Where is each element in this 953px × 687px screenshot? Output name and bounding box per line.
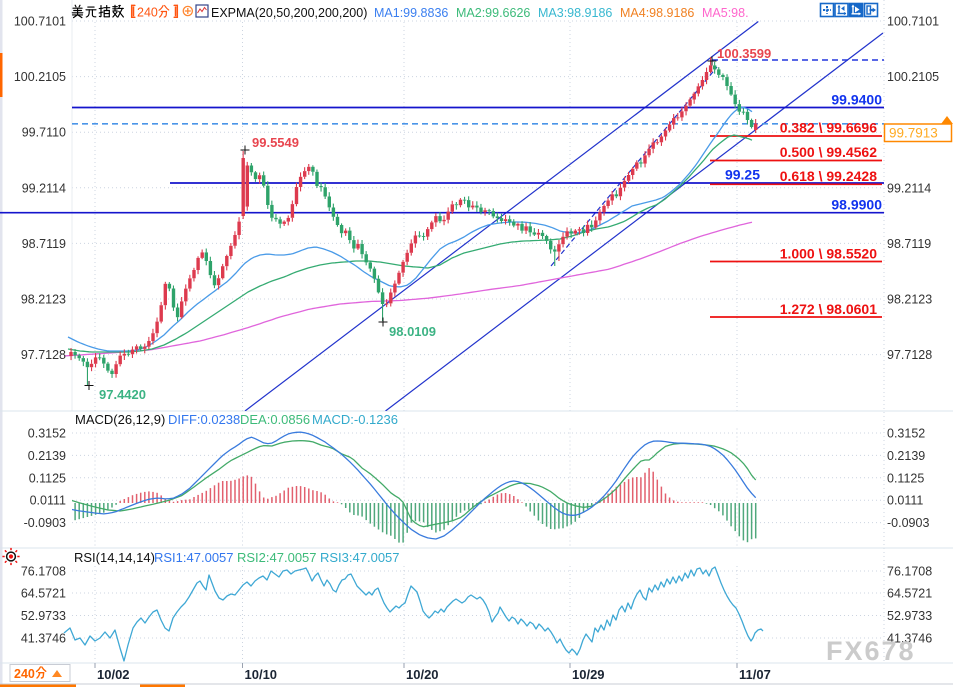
svg-text:EXPMA(20,50,200,200,200): EXPMA(20,50,200,200,200) (211, 6, 367, 20)
svg-text:10/29: 10/29 (572, 667, 605, 682)
svg-text:240: 240 (137, 6, 158, 20)
svg-text:10/10: 10/10 (245, 667, 278, 682)
svg-text:MACD(26,12,9): MACD(26,12,9) (75, 412, 165, 427)
svg-text:11/07: 11/07 (739, 667, 771, 682)
svg-text:RSI(14,14,14): RSI(14,14,14) (74, 550, 155, 565)
svg-text:0.3152: 0.3152 (887, 427, 925, 441)
svg-text:99.2114: 99.2114 (22, 181, 66, 195)
svg-text:1.000 \ 98.5520: 1.000 \ 98.5520 (780, 246, 878, 262)
svg-text:98.0109: 98.0109 (389, 324, 436, 339)
svg-text:41.3746: 41.3746 (21, 632, 66, 646)
svg-text:99.7913: 99.7913 (889, 126, 938, 141)
svg-text:-0.0903: -0.0903 (887, 516, 929, 530)
svg-text:97.7128: 97.7128 (887, 348, 932, 362)
svg-text:0.2139: 0.2139 (28, 449, 66, 463)
svg-text:FX678: FX678 (826, 636, 916, 666)
svg-text:52.9733: 52.9733 (887, 609, 932, 623)
svg-text:0.1125: 0.1125 (29, 471, 66, 485)
svg-text:100.7101: 100.7101 (887, 15, 939, 29)
svg-text:99.25: 99.25 (725, 167, 760, 183)
svg-text:99.7110: 99.7110 (22, 126, 66, 140)
svg-text:99.9400: 99.9400 (831, 92, 882, 108)
svg-text:240: 240 (14, 667, 35, 681)
svg-text:RSI2:47.0057: RSI2:47.0057 (237, 550, 317, 565)
svg-text:0.382 \ 99.6696: 0.382 \ 99.6696 (780, 120, 878, 136)
svg-text:100.2105: 100.2105 (887, 70, 939, 84)
svg-text:1.272 \ 98.0601: 1.272 \ 98.0601 (780, 301, 878, 317)
svg-text:52.9733: 52.9733 (21, 609, 66, 623)
svg-text:0.1125: 0.1125 (887, 471, 924, 485)
svg-text:0.618 \ 99.2428: 0.618 \ 99.2428 (780, 168, 878, 184)
svg-text:100.2105: 100.2105 (14, 70, 66, 84)
svg-text:97.7128: 97.7128 (21, 348, 66, 362)
svg-text:0.500 \ 99.4562: 0.500 \ 99.4562 (780, 144, 878, 160)
svg-text:DEA:0.0856: DEA:0.0856 (240, 412, 310, 427)
svg-text:0.3152: 0.3152 (28, 427, 66, 441)
svg-text:76.1708: 76.1708 (887, 565, 932, 579)
svg-text:MA2:99.6626: MA2:99.6626 (456, 6, 530, 20)
svg-text:MA3:98.9186: MA3:98.9186 (538, 6, 612, 20)
svg-text:98.7119: 98.7119 (887, 237, 931, 251)
svg-text:0.0111: 0.0111 (30, 494, 66, 508)
svg-text:99.5549: 99.5549 (252, 135, 299, 150)
svg-text:97.4420: 97.4420 (99, 387, 146, 402)
svg-text:98.2123: 98.2123 (887, 293, 932, 307)
svg-text:98.2123: 98.2123 (21, 293, 66, 307)
svg-text:MA1:99.8836: MA1:99.8836 (374, 6, 448, 20)
svg-text:41.3746: 41.3746 (887, 632, 932, 646)
svg-text:10/20: 10/20 (406, 667, 439, 682)
svg-text:DIFF:0.0238: DIFF:0.0238 (168, 412, 240, 427)
svg-text:MA5:98.: MA5:98. (702, 6, 749, 20)
svg-text:99.2114: 99.2114 (887, 181, 931, 195)
svg-text:-0.0903: -0.0903 (24, 516, 66, 530)
svg-text:76.1708: 76.1708 (21, 565, 66, 579)
svg-text:10/02: 10/02 (97, 667, 130, 682)
svg-text:100.3599: 100.3599 (717, 46, 771, 61)
svg-text:0.2139: 0.2139 (887, 449, 925, 463)
svg-text:64.5721: 64.5721 (21, 587, 66, 601)
svg-text:64.5721: 64.5721 (887, 587, 932, 601)
svg-text:100.7101: 100.7101 (14, 15, 66, 29)
svg-text:98.9900: 98.9900 (831, 197, 882, 213)
svg-text:MA4:98.9186: MA4:98.9186 (620, 6, 694, 20)
svg-text:MACD:-0.1236: MACD:-0.1236 (312, 412, 398, 427)
svg-text:RSI1:47.0057: RSI1:47.0057 (154, 550, 234, 565)
svg-text:RSI3:47.0057: RSI3:47.0057 (320, 550, 400, 565)
svg-text:98.7119: 98.7119 (22, 237, 66, 251)
svg-text:0.0111: 0.0111 (887, 494, 923, 508)
